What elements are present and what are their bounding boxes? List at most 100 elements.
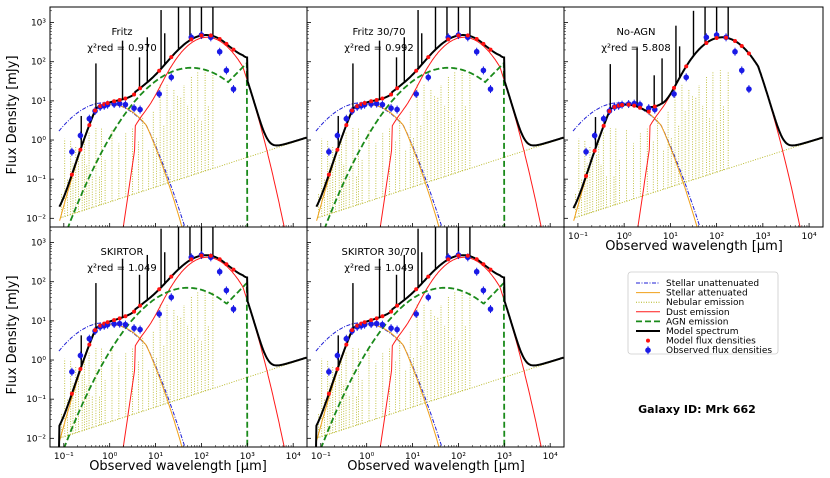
plot-area-5 (315, 227, 564, 447)
model-flux-point (739, 43, 744, 48)
model-flux-point (105, 320, 110, 325)
y-axis-label-top: Flux Density [mJy] (5, 55, 20, 174)
agn-emission-curve (320, 280, 506, 447)
model-flux-point (169, 55, 174, 60)
nebular-continuum (316, 357, 564, 439)
model-flux-point (199, 253, 204, 258)
model-flux-point (344, 342, 349, 347)
x-tick-label: 10² (194, 452, 209, 462)
model-flux-point (98, 104, 103, 109)
panel-title: Fritz (111, 27, 132, 38)
x-tick-label: 10⁰ (617, 232, 632, 242)
nebular-continuum (574, 137, 823, 219)
plot-area-1 (58, 7, 307, 227)
y-tick-label: 10³ (31, 239, 46, 249)
model-flux-point (217, 37, 222, 42)
stellar-attenuated-curve (316, 104, 440, 227)
legend-swatch-model_points (646, 338, 650, 343)
model-flux-point (474, 37, 479, 42)
model-flux-point (488, 267, 493, 272)
model-flux-point (355, 323, 360, 328)
dust-emission-curve (122, 256, 285, 447)
y-tick-label: 10² (31, 58, 46, 68)
model-flux-point (169, 274, 174, 279)
model-flux-point (87, 342, 92, 347)
dust-emission-curve (379, 36, 542, 227)
model-flux-point (474, 257, 479, 262)
model-flux-point (389, 309, 394, 314)
model-flux-point (335, 147, 340, 152)
x-tick-label: 10⁰ (359, 452, 374, 462)
model-flux-point (138, 303, 143, 308)
model-flux-point (224, 262, 229, 267)
model-flux-point (138, 86, 143, 91)
plot-area-3 (572, 7, 823, 227)
stellar-attenuated-curve (573, 104, 698, 227)
y-tick-label: 10⁰ (31, 356, 46, 366)
model-flux-point (733, 39, 738, 44)
x-tick-label: 10⁻¹ (568, 232, 588, 242)
model-flux-point (93, 328, 98, 333)
model-flux-point (350, 108, 355, 113)
nebular-continuum (59, 357, 307, 439)
panel-title: SKIRTOR 30/70 (342, 247, 417, 258)
model-flux-point (380, 96, 385, 101)
model-flux-point (637, 105, 642, 110)
x-axis-label-skirtor-30-70: Observed wavelength [μm] (347, 459, 525, 474)
legend-label-model: Model spectrum (666, 327, 738, 337)
model-flux-point (465, 253, 470, 258)
model-flux-point (389, 92, 394, 97)
x-axis-label-no-agn: Observed wavelength [μm] (605, 239, 783, 254)
panel-frame (563, 6, 824, 228)
model-flux-point (344, 123, 349, 128)
x-tick-label: 10³ (240, 452, 255, 462)
agn-emission-curve (67, 60, 249, 227)
model-flux-point (189, 37, 194, 42)
model-flux-point (231, 47, 236, 52)
model-spectrum-curve (315, 254, 564, 447)
x-tick-label: 10⁰ (102, 452, 117, 462)
model-flux-point (208, 253, 213, 258)
model-spectrum-curve (58, 34, 307, 208)
stellar-attenuated-curve (59, 104, 183, 227)
x-tick-label: 10¹ (663, 232, 678, 242)
galaxy-id-label: Galaxy ID: Mrk 662 (638, 403, 756, 416)
model-flux-point (446, 37, 451, 42)
x-tick-label: 10⁴ (286, 452, 301, 462)
x-tick-label: 10² (709, 232, 724, 242)
legend-label-observed: Observed flux densities (666, 346, 772, 356)
model-flux-point (157, 287, 162, 292)
model-flux-point (632, 103, 637, 108)
model-flux-point (620, 102, 625, 107)
panel-5: 10⁻¹ 10⁰ 10¹ 10² 10³ 10⁴ SKIRTOR 30/70 χ²red = … (306, 226, 565, 462)
model-flux-point (123, 96, 128, 101)
model-flux-point (369, 99, 374, 104)
dust-emission-curve (122, 36, 285, 227)
panel-title: SKIRTOR (100, 247, 143, 258)
panel-title: No-AGN (616, 27, 655, 38)
model-flux-point (646, 109, 651, 114)
panel-chi2: χ²red = 0.992 (344, 43, 414, 54)
nebular-continuum (59, 137, 307, 219)
model-flux-point (98, 323, 103, 328)
model-flux-point (105, 101, 110, 106)
plot-area-4 (58, 227, 307, 447)
model-flux-point (652, 104, 657, 109)
stellar-unattenuated-curve (315, 102, 443, 227)
stellar-unattenuated-curve (58, 102, 186, 227)
model-flux-point (446, 257, 451, 262)
panel-4: 10⁻¹ 10⁰ 10¹ 10² 10³ 10⁴ 10⁻² 10⁻¹ 10⁰ 10¹ 10² 10³ S… (26, 226, 308, 462)
model-flux-point (117, 98, 122, 103)
legend-label-dust: Dust emission (666, 308, 730, 318)
model-flux-point (672, 85, 677, 90)
model-flux-point (704, 40, 709, 45)
model-flux-point (69, 391, 74, 396)
model-flux-point (414, 68, 419, 73)
model-flux-point (112, 318, 117, 323)
agn-emission-curve (324, 60, 506, 227)
model-flux-point (87, 123, 92, 128)
legend-label-stellar_unattenuated: Stellar unattenuated (666, 279, 759, 289)
dust-emission-curve (379, 256, 542, 447)
panel-title: Fritz 30/70 (352, 27, 405, 38)
